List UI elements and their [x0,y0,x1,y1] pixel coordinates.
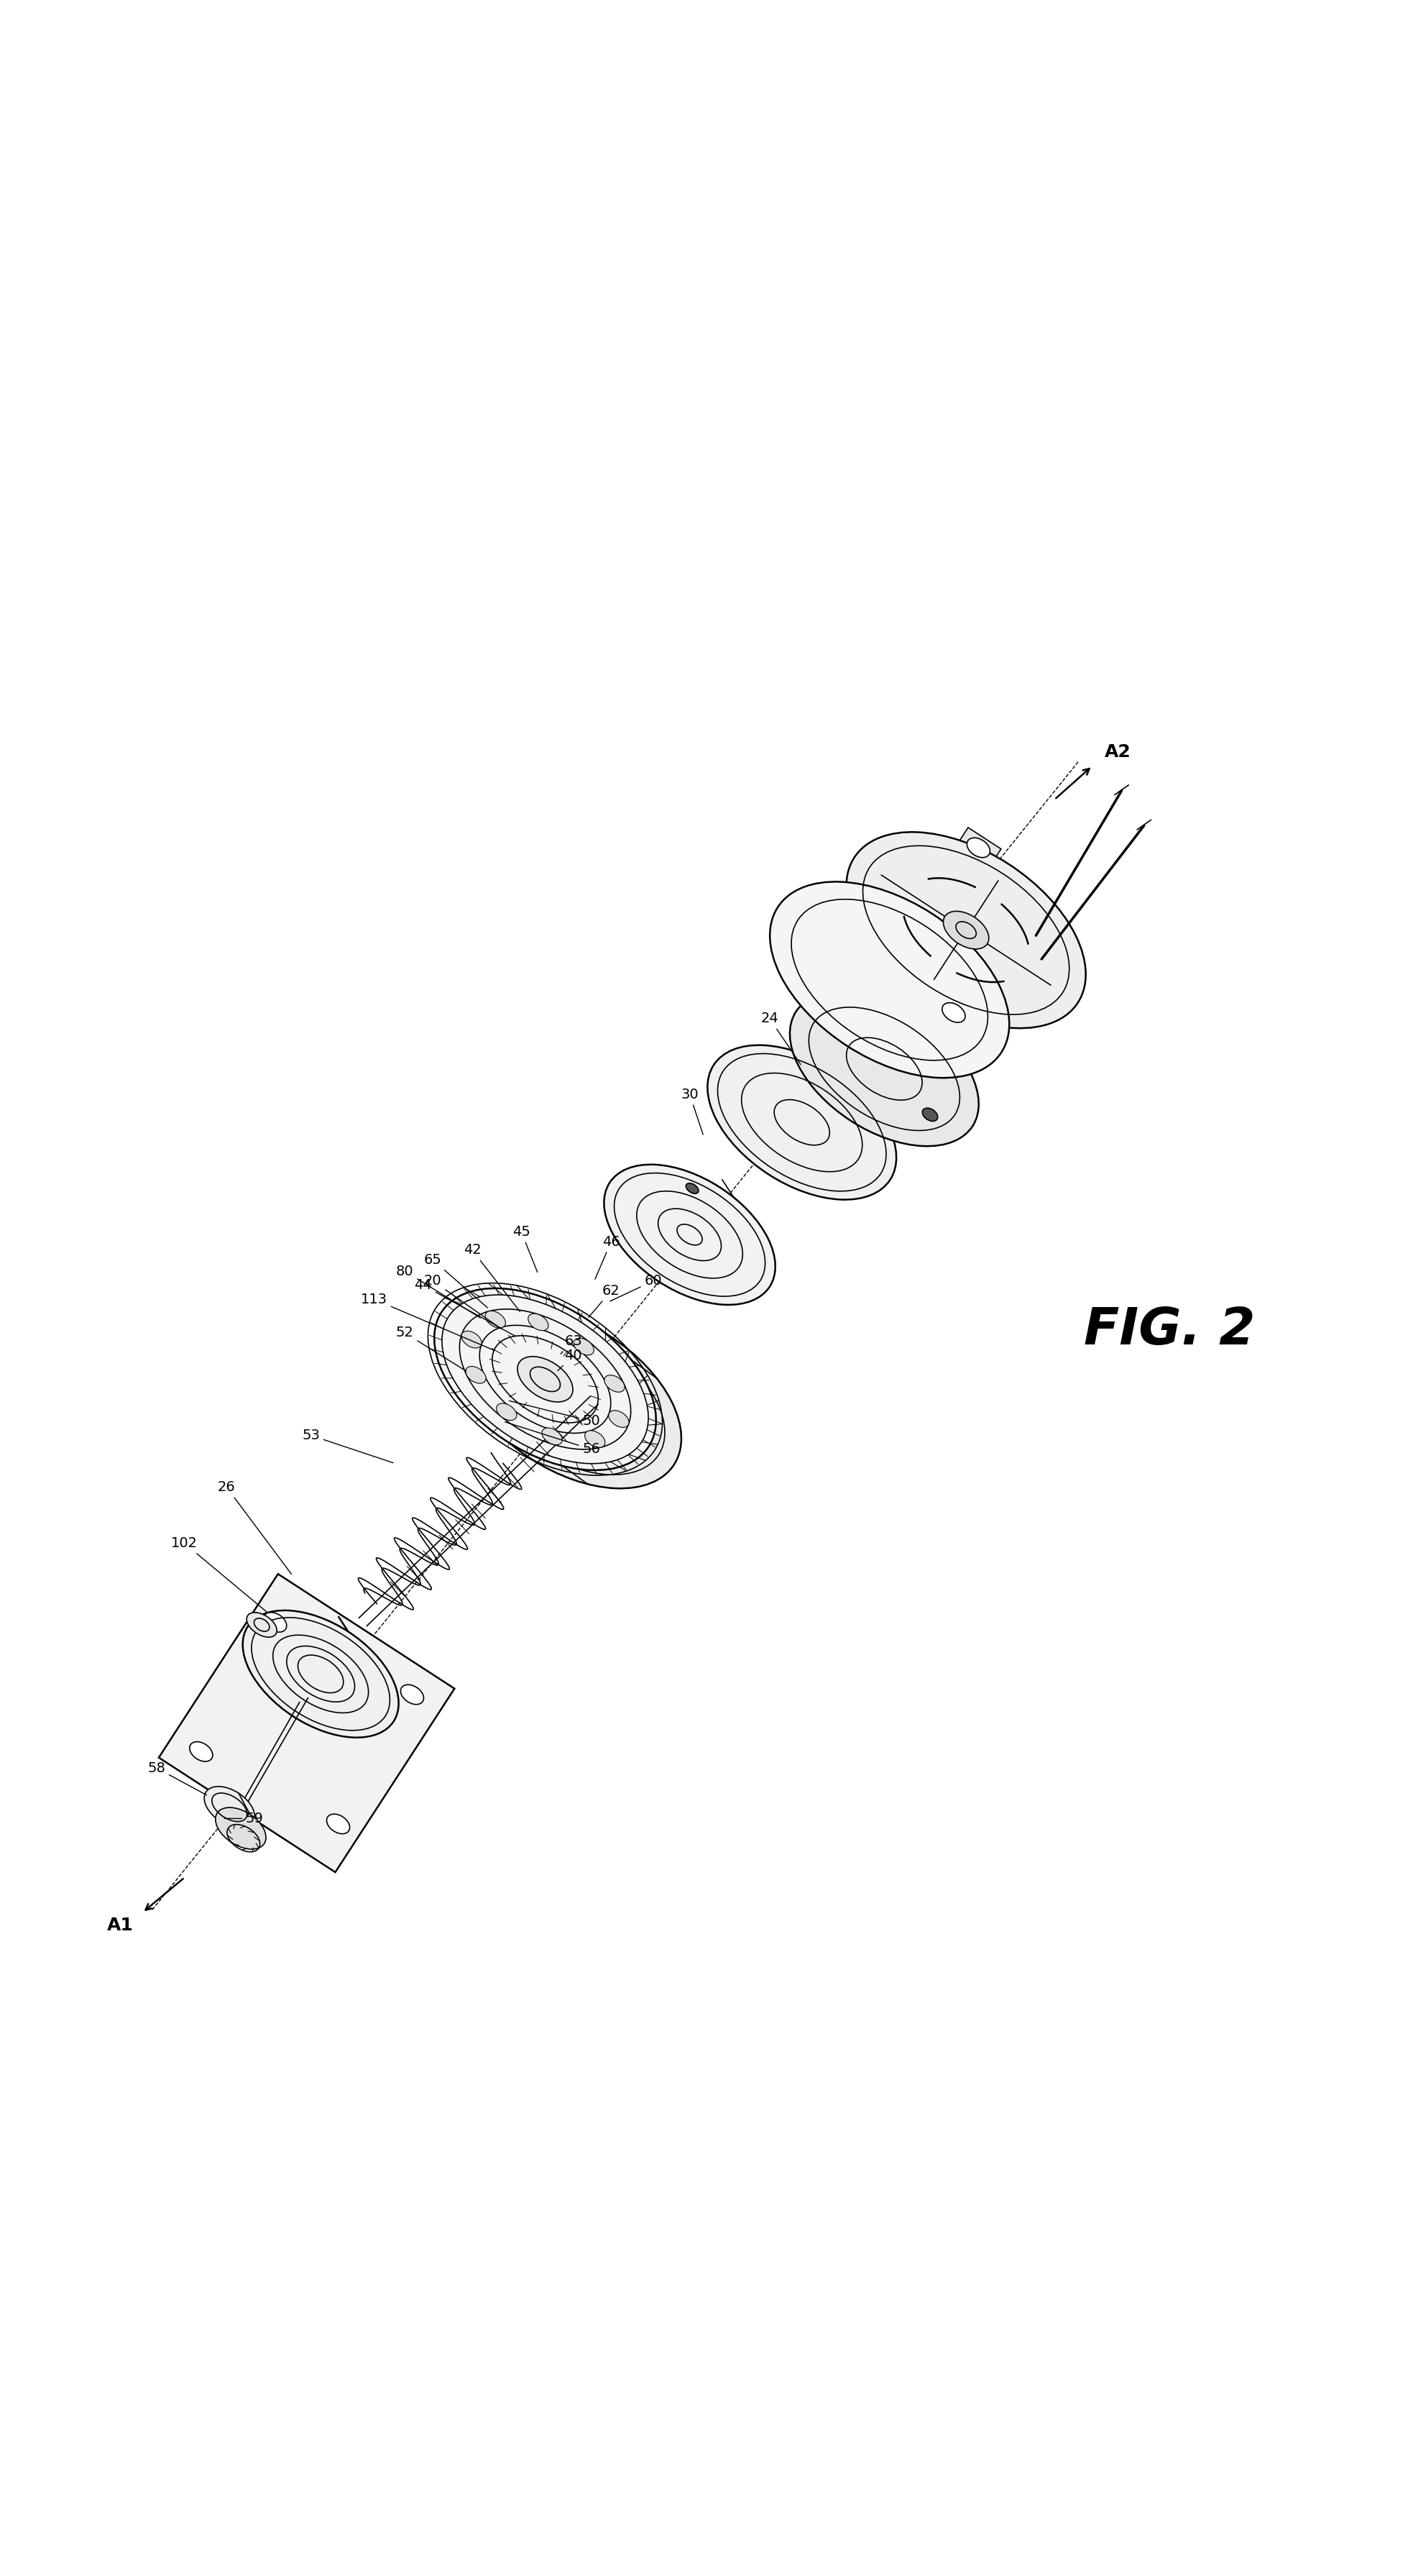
Text: 102: 102 [171,1538,267,1613]
Ellipse shape [264,1613,287,1633]
Ellipse shape [770,881,1009,1077]
Ellipse shape [603,1164,776,1306]
Ellipse shape [189,1741,213,1762]
Ellipse shape [434,1288,656,1471]
Text: 20: 20 [424,1275,502,1329]
Ellipse shape [205,1788,254,1829]
Text: 63: 63 [561,1334,582,1355]
Ellipse shape [685,1182,698,1193]
Text: 42: 42 [463,1244,520,1311]
Text: 46: 46 [595,1234,620,1280]
Ellipse shape [790,992,979,1146]
Text: 56: 56 [504,1422,601,1455]
Text: 26: 26 [218,1481,291,1574]
Ellipse shape [944,912,989,948]
Polygon shape [955,827,1000,868]
Ellipse shape [585,1430,605,1448]
Text: 44: 44 [414,1278,516,1337]
Ellipse shape [708,1046,896,1200]
Ellipse shape [401,1685,424,1705]
Text: 30: 30 [681,1087,704,1133]
Text: 59: 59 [225,1811,264,1826]
Text: 45: 45 [513,1226,537,1273]
Text: FIG. 2: FIG. 2 [1084,1306,1255,1355]
Text: A2: A2 [1105,744,1130,760]
Ellipse shape [326,1814,350,1834]
Text: 62: 62 [589,1283,620,1316]
Text: 40: 40 [558,1350,582,1370]
Ellipse shape [243,1610,398,1739]
Polygon shape [158,1574,455,1873]
Text: 65: 65 [424,1252,487,1309]
Text: 113: 113 [360,1293,495,1350]
Ellipse shape [942,1002,965,1023]
Ellipse shape [517,1358,572,1401]
Text: A1: A1 [107,1917,133,1935]
Ellipse shape [462,1332,482,1347]
Text: 53: 53 [302,1430,393,1463]
Ellipse shape [609,1412,629,1427]
Text: 24: 24 [760,1012,801,1064]
Ellipse shape [528,1314,548,1332]
Ellipse shape [846,832,1085,1028]
Ellipse shape [574,1337,593,1355]
Ellipse shape [605,1376,625,1391]
Text: 60: 60 [610,1275,663,1301]
Text: 50: 50 [509,1401,601,1427]
Ellipse shape [459,1306,681,1489]
Ellipse shape [466,1365,486,1383]
Text: 52: 52 [396,1327,466,1370]
Ellipse shape [543,1427,562,1445]
Ellipse shape [247,1613,277,1638]
Text: 58: 58 [147,1762,206,1795]
Ellipse shape [923,1108,938,1121]
Ellipse shape [485,1311,506,1327]
Ellipse shape [496,1404,517,1419]
Text: 80: 80 [396,1265,480,1319]
Ellipse shape [966,837,991,858]
Ellipse shape [215,1808,266,1850]
Polygon shape [931,992,976,1033]
